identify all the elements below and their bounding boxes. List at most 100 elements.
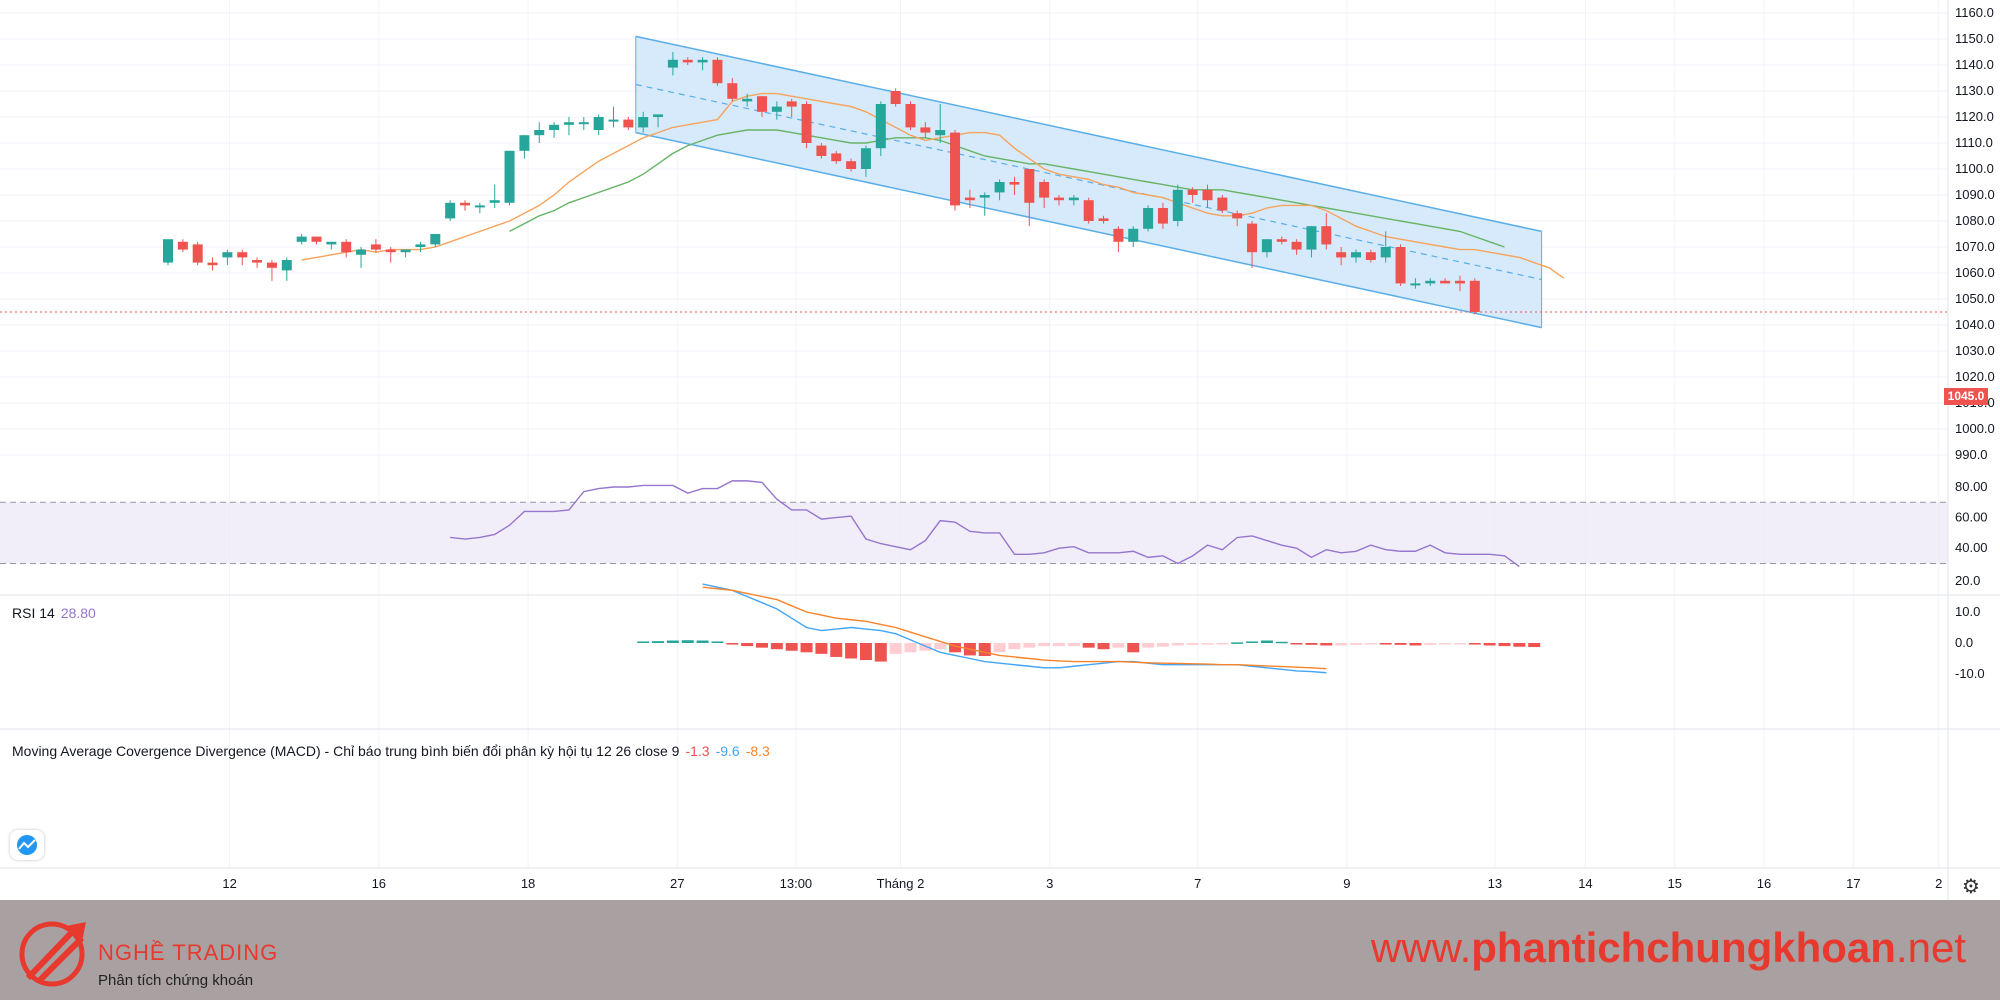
macd-histogram-bar [1216, 643, 1229, 645]
rsi-legend[interactable]: RSI 14 28.80 [12, 605, 102, 621]
macd-histogram-bar [637, 641, 650, 643]
time-tick-label: 27 [670, 876, 684, 891]
macd-histogram-bar [1008, 643, 1021, 650]
price-tick-label: 990.0 [1955, 447, 1988, 462]
candle-body [1113, 228, 1124, 242]
candle-body [653, 114, 664, 117]
candle [266, 260, 277, 281]
time-tick-label: Tháng 2 [877, 876, 925, 891]
candle-body [757, 96, 767, 112]
price-tick-label: 1150.0 [1955, 31, 1994, 46]
macd-histogram-bar [1453, 643, 1466, 645]
candle-body [400, 249, 411, 253]
candle [1172, 184, 1183, 227]
macd-histogram-bar [1112, 643, 1125, 648]
candle-body [1009, 182, 1020, 185]
footer-banner [0, 900, 2000, 1000]
gear-icon[interactable]: ⚙ [1962, 874, 1980, 898]
candle [1469, 278, 1480, 315]
candle [207, 257, 218, 271]
macd-histogram-bar [1038, 643, 1051, 647]
candle-body [1351, 252, 1361, 258]
macd-tick-label: 20.0 [1955, 573, 1980, 588]
candle-body [474, 205, 485, 208]
rsi-tick-label: 40.00 [1955, 540, 1988, 555]
candle [1306, 226, 1317, 258]
macd-histogram-bar [666, 640, 679, 643]
candle [994, 179, 1005, 201]
time-tick-label: 17 [1846, 876, 1860, 891]
candle [341, 239, 352, 258]
macd-histogram-bar [785, 643, 798, 651]
macd-histogram-bar [1513, 643, 1526, 647]
macd-histogram-bar [652, 641, 665, 643]
chart-area[interactable]: 1160.0 1150.0 1140.0 1130.0 1120.0 1110.0 1100… [0, 0, 2000, 900]
candle [489, 184, 500, 208]
candle-body [608, 119, 619, 122]
macd-histogram-bar [770, 643, 783, 650]
channel-upper-line [635, 35, 1542, 233]
candle [1395, 244, 1406, 286]
candle [445, 200, 456, 221]
candle [1291, 239, 1302, 255]
macd-legend[interactable]: Moving Average Covergence Divergence (MA… [12, 743, 776, 759]
macd-histogram-bar [1097, 643, 1110, 650]
macd-histogram-bar [1409, 643, 1422, 646]
candle [1217, 195, 1228, 214]
price-tick-label: 1130.0 [1955, 83, 1994, 98]
price-tick-label: 1050.0 [1955, 291, 1995, 306]
candle-body [192, 244, 203, 263]
candle [1247, 221, 1258, 268]
candle-body [994, 182, 1005, 193]
candle [1276, 236, 1287, 245]
candle-body [1187, 189, 1198, 195]
time-tick-label: 18 [521, 876, 535, 891]
candle [727, 78, 738, 102]
candle [653, 114, 664, 128]
candle [1054, 195, 1064, 206]
candle [638, 111, 649, 133]
tradingview-cloud-icon[interactable] [10, 830, 44, 860]
chart-canvas[interactable]: 1160.0 1150.0 1140.0 1130.0 1120.0 1110.0 1100… [0, 0, 2000, 900]
candle [1202, 184, 1213, 208]
candle-body [1425, 280, 1436, 284]
candle [667, 52, 678, 76]
candle-body [905, 104, 916, 128]
candle [964, 189, 975, 208]
macd-histogram-bar [696, 640, 709, 643]
site-url[interactable]: www.phantichchungkhoan.net [1371, 924, 1966, 972]
macd-histogram-bar [1171, 643, 1184, 646]
candle-body [177, 241, 188, 250]
candle-body [1454, 280, 1465, 284]
channel-lower-line [635, 131, 1542, 329]
candle-body [801, 104, 812, 143]
candle-body [1068, 197, 1079, 201]
macd-histogram-bar [1320, 643, 1333, 646]
macd-histogram-bar [681, 640, 694, 643]
candle-body [875, 104, 886, 149]
candle [1232, 210, 1243, 227]
time-tick-label: 14 [1578, 876, 1592, 891]
macd-label: Moving Average Covergence Divergence (MA… [12, 743, 680, 759]
candle [385, 247, 396, 263]
price-tick-label: 1080.0 [1955, 213, 1995, 228]
candle [474, 202, 485, 214]
macd-histogram-bar [726, 643, 739, 645]
candle [222, 249, 233, 266]
candle [860, 145, 871, 177]
price-tick-label: 1070.0 [1955, 239, 1995, 254]
candle-body [237, 252, 248, 258]
macd-histogram-bar [1067, 643, 1080, 647]
candle [1128, 226, 1139, 247]
candle-body [445, 202, 456, 219]
rsi-tick-label: 80.00 [1955, 479, 1988, 494]
macd-histogram-bar [1246, 641, 1259, 643]
candle-body [742, 98, 753, 102]
candle [578, 117, 589, 130]
candle-body [296, 236, 307, 242]
candle-body [1365, 252, 1376, 260]
candle [623, 117, 634, 130]
candle [1380, 231, 1391, 263]
url-suffix: .net [1895, 924, 1966, 971]
candle-body [1380, 247, 1391, 258]
